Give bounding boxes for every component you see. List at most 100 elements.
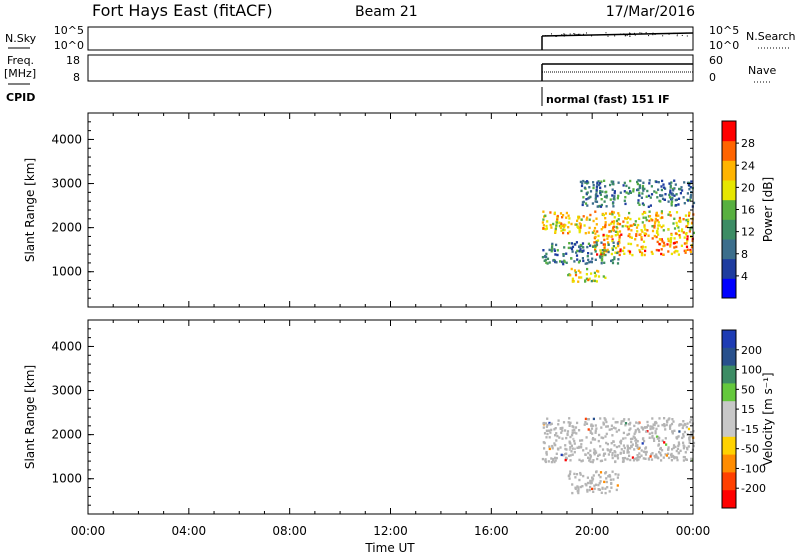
range-cell — [610, 259, 613, 263]
range-cell — [605, 432, 608, 436]
range-cell — [548, 429, 551, 432]
range-cell — [678, 443, 681, 446]
range-cell — [626, 448, 629, 451]
range-cell — [679, 449, 682, 452]
range-cell — [635, 438, 638, 441]
range-cell — [644, 232, 648, 236]
freq-tick-top: 18 — [66, 54, 80, 67]
range-cell — [585, 484, 588, 487]
range-cell — [686, 248, 689, 251]
range-cell — [593, 279, 596, 283]
range-cell — [586, 255, 589, 258]
range-cell — [568, 230, 571, 233]
range-cell — [666, 421, 669, 424]
nsearch-dot — [686, 35, 688, 37]
range-cell — [631, 253, 634, 257]
range-cell — [551, 242, 554, 246]
range-cell — [551, 447, 554, 450]
range-cell — [613, 220, 616, 223]
range-cell — [602, 226, 605, 229]
y-tick-label: 3000 — [51, 177, 82, 191]
range-cell — [683, 181, 686, 184]
colorbar-swatch — [722, 258, 736, 279]
range-cell — [578, 276, 581, 279]
range-cell — [554, 459, 557, 462]
range-cell — [569, 435, 572, 439]
range-cell — [622, 249, 625, 252]
range-cell — [661, 439, 664, 442]
range-cell — [590, 481, 593, 485]
range-cell — [592, 184, 595, 187]
range-cell — [615, 219, 619, 223]
range-cell — [659, 452, 662, 455]
range-cell — [560, 431, 563, 434]
range-cell — [597, 180, 600, 183]
range-cell — [564, 452, 567, 456]
range-cell — [611, 261, 615, 265]
range-cell — [614, 230, 617, 233]
range-cell — [688, 438, 691, 442]
range-cell — [605, 425, 608, 428]
range-cell — [672, 420, 675, 423]
range-cell — [582, 249, 585, 252]
range-cell — [571, 453, 574, 456]
range-cell — [568, 477, 571, 480]
range-cell — [555, 221, 558, 224]
range-cell — [620, 233, 623, 236]
range-cell — [692, 231, 695, 235]
colorbar-swatch — [722, 219, 736, 240]
range-cell — [582, 179, 585, 183]
range-cell — [689, 195, 692, 199]
range-cell — [661, 194, 664, 197]
range-cell — [611, 470, 614, 473]
range-cell — [573, 442, 576, 445]
range-cell — [667, 250, 670, 253]
range-cell — [616, 457, 620, 460]
range-cell — [671, 448, 674, 451]
range-cell — [600, 241, 603, 244]
nsearch-dot — [561, 34, 563, 36]
range-cell — [686, 446, 689, 450]
range-cell — [657, 424, 660, 428]
beam-label: Beam 21 — [355, 4, 418, 20]
range-cell — [575, 223, 578, 226]
nsearch-dot — [576, 34, 578, 36]
range-cell — [578, 445, 581, 449]
range-cell — [654, 432, 657, 435]
range-cell — [673, 179, 676, 182]
range-cell — [621, 225, 624, 228]
range-cell — [613, 195, 616, 198]
range-cell — [550, 428, 553, 432]
range-cell — [611, 220, 614, 224]
range-cell — [641, 442, 644, 445]
range-cell — [653, 222, 657, 225]
range-cell — [662, 229, 665, 232]
range-cell — [597, 483, 600, 487]
range-cell — [605, 441, 608, 445]
range-cell — [579, 180, 582, 184]
freq-panel: Freq. [MHz] 18 8 Nave 60 0 — [4, 54, 776, 85]
range-cell — [559, 225, 563, 228]
range-cell — [675, 193, 678, 196]
y-tick-label: 2000 — [51, 428, 82, 442]
range-cell — [651, 225, 654, 228]
range-cell — [584, 232, 587, 235]
range-cell — [619, 442, 622, 445]
range-cell — [554, 230, 557, 233]
x-tick-label: 00:00 — [71, 524, 106, 538]
nsearch-dot — [625, 35, 627, 37]
range-cell — [594, 424, 597, 427]
nsearch-dot — [645, 33, 647, 35]
range-cell — [595, 427, 598, 430]
range-cell — [566, 430, 570, 433]
range-cell — [598, 204, 601, 208]
range-cell — [657, 188, 660, 191]
range-cell — [570, 267, 573, 271]
range-cell — [677, 197, 681, 200]
range-cell — [613, 190, 616, 193]
range-cell — [686, 235, 689, 238]
range-cell — [681, 426, 684, 430]
range-cell — [599, 191, 602, 195]
range-cell — [601, 448, 605, 451]
range-cell — [570, 444, 573, 447]
